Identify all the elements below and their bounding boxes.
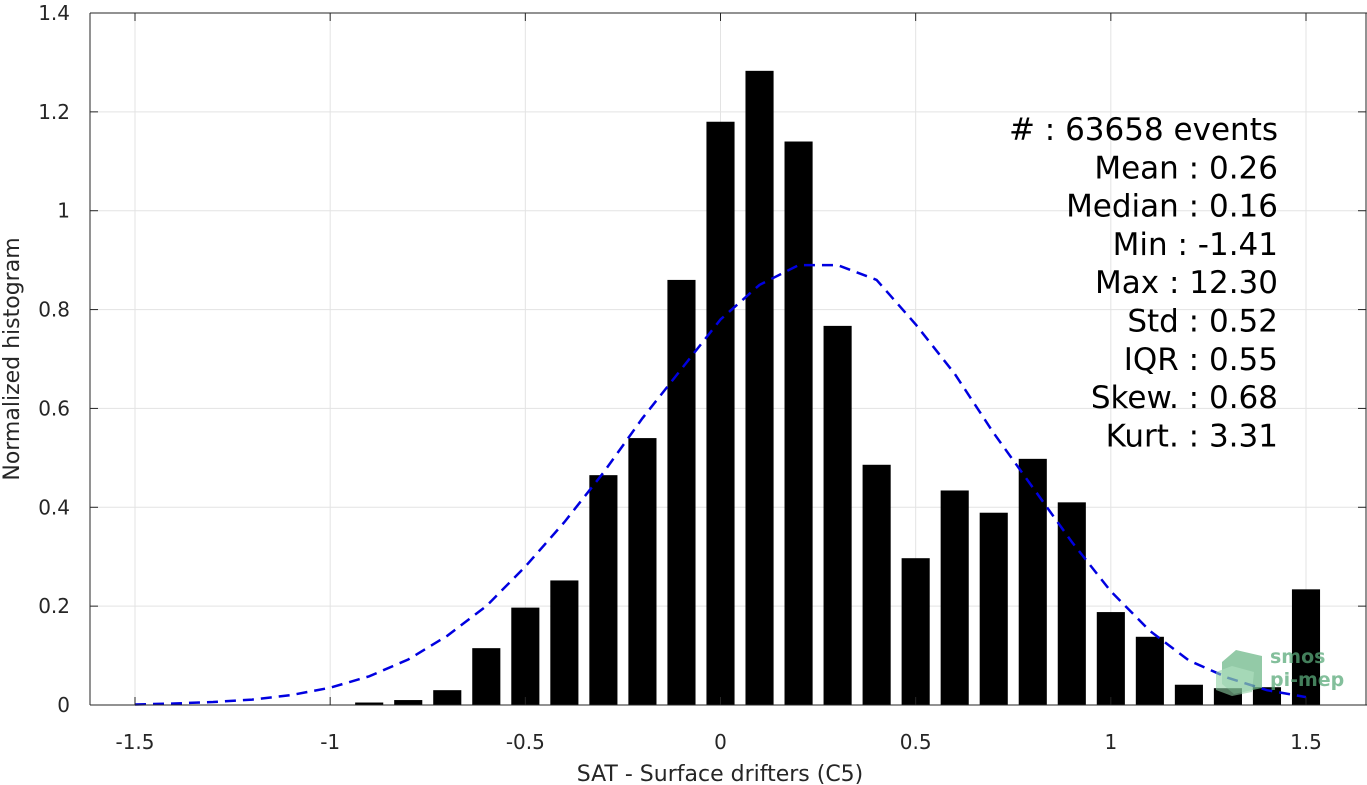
axes <box>89 12 1367 706</box>
histogram-bar <box>394 700 423 705</box>
x-tick-label: 0.5 <box>900 730 932 754</box>
y-tick-labels: 0 0.2 0.4 0.6 0.8 1 1.2 1.4 <box>38 1 70 717</box>
histogram-bar <box>1291 589 1321 705</box>
x-tick-label: -1 <box>320 730 340 754</box>
histogram-bar <box>589 475 618 705</box>
histogram-bar <box>355 702 384 705</box>
histogram-bar <box>550 580 579 705</box>
histogram-bar <box>901 558 930 705</box>
histogram-bar <box>1174 684 1203 705</box>
y-tick-label: 0 <box>57 693 70 717</box>
normal-fit-curve <box>134 263 1307 706</box>
logo-icon <box>1216 650 1262 696</box>
stat-line: Kurt. : 3.31 <box>1106 418 1278 454</box>
histogram-bar <box>979 512 1008 705</box>
histogram-bar <box>823 325 852 705</box>
histogram-bar <box>628 438 657 705</box>
x-tick-label: 1 <box>1104 730 1117 754</box>
histogram-bar <box>1057 502 1086 705</box>
y-tick-label: 1.2 <box>38 100 70 124</box>
logo-text-line1: smos <box>1270 646 1325 668</box>
smos-pi-mep-logo: smos pi-mep <box>1216 646 1344 696</box>
histogram-bar <box>433 690 462 705</box>
histogram-bar <box>1252 687 1282 705</box>
y-tick-label: 1.4 <box>38 1 70 25</box>
histogram-bar <box>784 141 813 705</box>
histogram-bar <box>472 648 501 705</box>
y-tick-label: 1 <box>57 199 70 223</box>
y-tick-label: 0.6 <box>38 396 70 420</box>
x-tick-label: 0 <box>714 730 727 754</box>
stat-line: Mean : 0.26 <box>1094 150 1278 186</box>
stat-line: Min : -1.41 <box>1113 227 1278 263</box>
stat-line: Max : 12.30 <box>1095 265 1278 301</box>
x-axis-label: SAT - Surface drifters (C5) <box>577 762 864 785</box>
stat-line: Skew. : 0.68 <box>1091 380 1278 416</box>
y-axis-label: Normalized histogram <box>0 237 25 480</box>
x-tick-label: -1.5 <box>115 730 154 754</box>
histogram-bar <box>1096 612 1125 705</box>
x-tick-labels: -1.5 -1 -0.5 0 0.5 1 1.5 <box>115 730 1321 754</box>
histogram-bar <box>706 121 735 705</box>
histogram-bar <box>667 279 696 705</box>
histogram-bar <box>511 607 540 705</box>
y-tick-label: 0.8 <box>38 298 70 322</box>
histogram-bar <box>745 70 774 706</box>
stat-line: Median : 0.16 <box>1066 189 1278 225</box>
histogram-bar <box>1018 458 1047 705</box>
histogram-bars <box>355 70 1321 706</box>
y-tick-label: 0.4 <box>38 495 70 519</box>
y-tick-label: 0.2 <box>38 594 70 618</box>
histogram-bar <box>940 490 969 705</box>
stat-line: # : 63658 events <box>1009 112 1278 148</box>
histogram-bar <box>1135 636 1164 705</box>
histogram-bar <box>862 464 891 705</box>
x-tick-label: -0.5 <box>506 730 545 754</box>
stat-line: IQR : 0.55 <box>1124 342 1278 378</box>
x-tick-label: 1.5 <box>1290 730 1322 754</box>
logo-text-line2: pi-mep <box>1270 669 1344 691</box>
stat-line: Std : 0.52 <box>1127 304 1278 340</box>
